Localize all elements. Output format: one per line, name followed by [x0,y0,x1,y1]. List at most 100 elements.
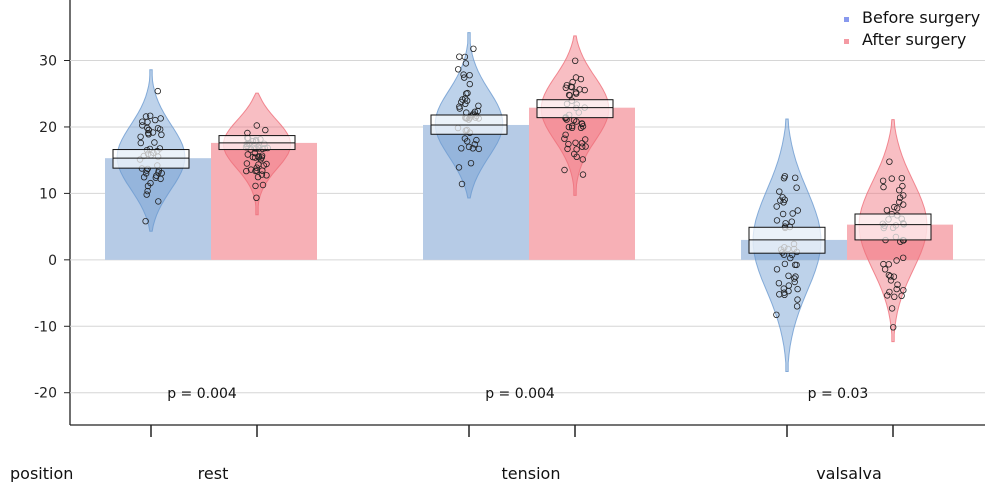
data-point [466,80,473,88]
data-point [464,89,471,97]
data-point [887,273,894,280]
data-point [794,296,801,303]
data-point [142,170,150,177]
data-point [780,174,788,182]
data-point [458,145,465,152]
y-tick-label: 10 [39,186,57,202]
data-point [561,166,568,174]
data-point [891,293,898,300]
p-value-label: p = 0.03 [808,386,869,402]
data-point [262,126,269,134]
data-point [785,272,792,279]
data-point [462,60,470,67]
data-point [785,282,792,289]
data-point [156,126,164,133]
legend-label: After surgery [862,30,966,49]
data-point [791,278,798,286]
data-point [782,220,789,227]
data-point [243,167,250,175]
data-point [579,171,587,178]
data-point [145,126,152,133]
data-point [879,177,887,184]
data-point [578,120,586,128]
data-point [144,129,152,137]
data-point [253,164,260,171]
data-point [475,145,483,153]
data-point [263,172,270,179]
data-point [777,197,784,204]
data-point [577,124,585,131]
data-point [469,145,477,152]
data-point [455,164,463,171]
data-point [880,260,887,268]
data-point [565,123,573,131]
data-point [900,287,907,294]
data-point [578,139,586,147]
data-point [458,180,466,188]
data-point [900,254,907,261]
data-point [888,175,895,182]
data-point [781,260,789,268]
data-point [888,305,896,312]
data-point [793,303,801,310]
data-point [894,281,901,288]
data-point [886,158,893,165]
data-point [793,184,800,191]
data-point [140,173,148,181]
data-point [142,217,149,225]
data-point [775,280,783,287]
data-point [890,273,898,280]
data-point [461,74,468,81]
data-point [253,122,260,129]
legend-label: Before surgery [862,8,980,27]
data-point [779,194,786,201]
data-point [781,289,788,296]
data-point [460,71,467,78]
data-point [776,188,783,195]
x-tick-label: rest [198,464,229,482]
data-point [565,91,573,99]
data-point [581,86,588,94]
data-point [253,194,260,201]
data-point [794,207,801,214]
data-point [143,191,150,198]
data-point [773,266,781,273]
data-point [463,97,471,104]
data-point [794,285,801,293]
before-bar [423,124,529,260]
data-point [890,324,897,331]
data-point [137,139,144,147]
data-point [880,183,887,191]
data-point [793,261,800,269]
legend-marker [844,17,849,22]
y-tick-label: -10 [34,319,57,335]
data-point [896,186,903,194]
data-point [582,136,589,143]
data-point [470,45,477,52]
data-point [780,285,787,292]
data-point [891,203,898,211]
data-point [259,181,267,189]
data-point [157,115,164,122]
data-point [884,292,891,299]
data-point [567,83,575,90]
data-point [137,133,144,140]
data-point [572,139,579,146]
data-point [792,174,799,181]
data-point [896,194,904,201]
data-point [787,254,794,262]
legend-marker [844,39,849,44]
data-point [565,140,572,148]
x-tick-label: tension [502,464,561,482]
data-point [455,66,462,73]
data-point [147,179,154,187]
data-point [461,135,469,142]
data-point [579,156,586,163]
data-point [566,92,573,99]
data-point [573,90,580,97]
data-point [572,74,580,81]
data-point [561,135,568,142]
data-point [146,112,154,119]
data-point [898,292,905,299]
